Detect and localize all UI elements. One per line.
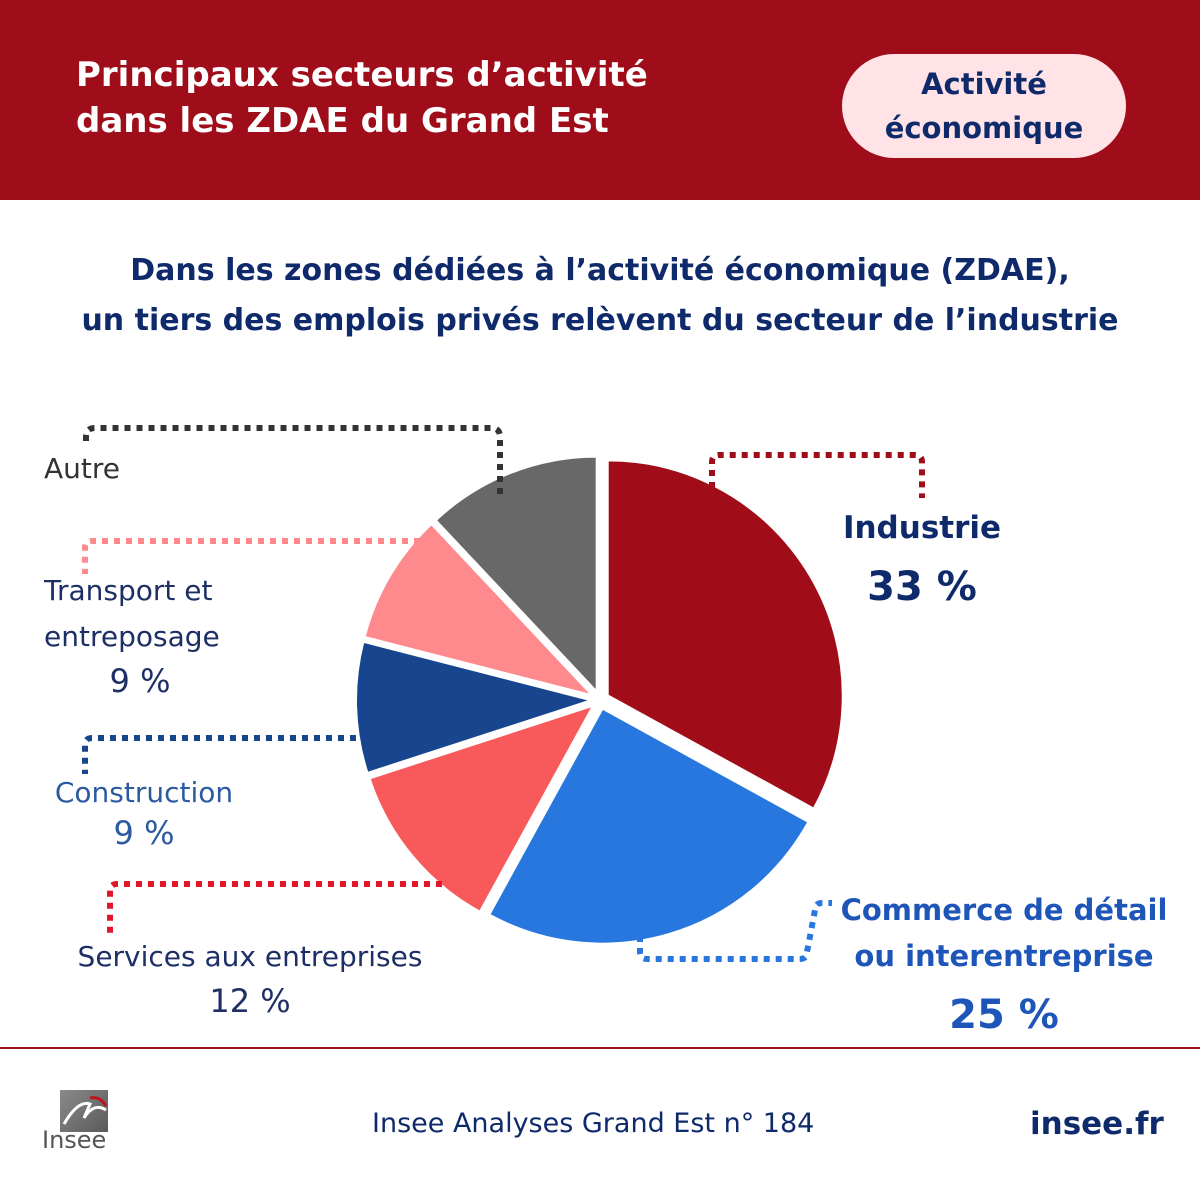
title-line-1: Principaux secteurs d’activité <box>76 55 648 95</box>
leader-line-construction <box>82 735 452 774</box>
header-banner: Principaux secteurs d’activité dans les … <box>0 0 1200 200</box>
slice-labels: Industrie 33 % Commerce de détail ou intere… <box>43 452 1167 1038</box>
source-reference: Insee Analyses Grand Est n° 184 <box>372 1108 815 1139</box>
slice-label-construction: Construction <box>55 776 233 809</box>
leader-line-commerce <box>637 900 832 962</box>
slice-label-commerce: ou interentreprise <box>854 939 1153 973</box>
pie-slice-transport <box>363 522 596 698</box>
logo-text: Insee <box>42 1126 107 1154</box>
logo-mark-icon <box>60 1090 108 1132</box>
badge-line-1: Activité <box>921 67 1047 101</box>
leader-line-services <box>107 881 442 934</box>
pie-slice-services <box>368 703 596 914</box>
website-link[interactable]: insee.fr <box>1030 1106 1164 1142</box>
leader-line-autre <box>83 425 503 494</box>
leader-line-industrie <box>709 452 925 498</box>
slice-label-services: Services aux entreprises <box>78 940 423 973</box>
leader-line-transport <box>82 538 444 574</box>
chart-headline: Dans les zones dédiées à l’activité écon… <box>0 246 1200 346</box>
slice-label-industrie: Industrie <box>843 510 1001 546</box>
title-line-2: dans les ZDAE du Grand Est <box>76 101 609 141</box>
insee-logo[interactable]: Insee <box>40 1090 110 1160</box>
badge-line-2: économique <box>884 111 1084 145</box>
slice-value-transport: 9 % <box>110 662 171 700</box>
infographic-title: Principaux secteurs d’activité dans les … <box>76 52 796 144</box>
pie-slice-industrie <box>606 459 844 810</box>
category-badge: Activité économique <box>842 54 1126 158</box>
pie-slice-autre <box>434 455 598 695</box>
slice-label-autre: Autre <box>44 452 120 485</box>
headline-line-1: Dans les zones dédiées à l’activité écon… <box>130 253 1070 288</box>
slice-value-industrie: 33 % <box>867 564 977 610</box>
slice-value-commerce: 25 % <box>949 992 1059 1038</box>
pie-slices <box>355 455 844 945</box>
slice-value-services: 12 % <box>209 982 290 1020</box>
leader-lines <box>82 425 925 962</box>
footer-divider <box>0 1047 1200 1049</box>
slice-label-transport: entreposage <box>44 620 220 653</box>
slice-value-construction: 9 % <box>114 814 175 852</box>
slice-label-transport: Transport et <box>43 574 213 607</box>
slice-label-commerce: Commerce de détail <box>841 893 1168 927</box>
pie-slice-commerce <box>487 707 810 945</box>
headline-line-2: un tiers des emplois privés relèvent du … <box>81 303 1119 338</box>
